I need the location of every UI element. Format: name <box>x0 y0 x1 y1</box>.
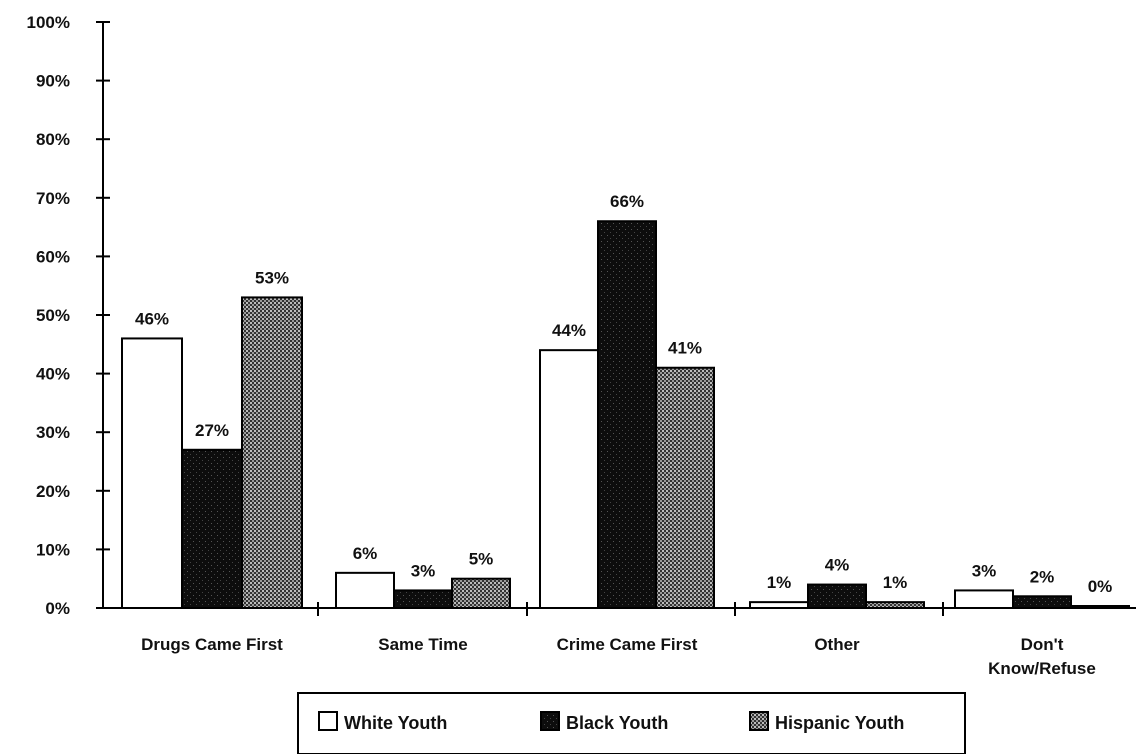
data-label: 2% <box>1030 567 1055 586</box>
y-tick-label: 60% <box>36 247 70 266</box>
bar-black-youth <box>1012 595 1072 610</box>
legend-label: Hispanic Youth <box>775 713 904 733</box>
data-label: 0% <box>1088 577 1113 596</box>
bar-black-youth <box>393 589 453 609</box>
data-label: 3% <box>972 561 997 580</box>
bar-white-youth <box>954 589 1014 609</box>
legend-label: White Youth <box>344 713 447 733</box>
data-label: 53% <box>255 268 289 287</box>
y-tick-label: 20% <box>36 482 70 501</box>
legend-box <box>297 692 966 754</box>
bar-white-youth <box>539 349 599 609</box>
bar-hispanic-youth <box>1070 605 1130 609</box>
data-label: 3% <box>411 561 436 580</box>
x-category-label: Other <box>814 635 860 654</box>
x-category-label: Crime Came First <box>557 635 698 654</box>
y-tick-label: 30% <box>36 423 70 442</box>
bar-white-youth <box>121 337 183 609</box>
legend-swatch <box>540 711 560 731</box>
y-tick-label: 80% <box>36 130 70 149</box>
x-category-label: Know/Refuse <box>988 659 1096 678</box>
data-label: 1% <box>767 573 792 592</box>
data-label: 44% <box>552 321 586 340</box>
legend-swatch <box>749 711 769 731</box>
bar-black-youth <box>807 583 867 609</box>
y-tick-label: 70% <box>36 189 70 208</box>
y-tick-label: 50% <box>36 306 70 325</box>
x-category-label: Same Time <box>378 635 467 654</box>
bar-white-youth <box>749 601 809 610</box>
data-label: 46% <box>135 309 169 328</box>
x-category-label: Don't <box>1021 635 1064 654</box>
data-label: 1% <box>883 573 908 592</box>
data-label: 27% <box>195 421 229 440</box>
x-category-label: Drugs Came First <box>141 635 283 654</box>
legend: White Youth Black Youth Hispanic Youth <box>297 692 966 754</box>
bar-black-youth <box>597 220 657 610</box>
y-tick-label: 100% <box>27 13 70 32</box>
bar-black-youth <box>181 448 243 609</box>
bar-hispanic-youth <box>451 577 511 610</box>
y-tick-label: 10% <box>36 540 70 559</box>
data-label: 41% <box>668 339 702 358</box>
y-tick-label: 40% <box>36 365 70 384</box>
bar-hispanic-youth <box>865 601 925 610</box>
data-label: 4% <box>825 556 850 575</box>
y-tick-label: 0% <box>45 599 70 618</box>
bar-hispanic-youth <box>241 296 303 609</box>
legend-label: Black Youth <box>566 713 668 733</box>
data-label: 5% <box>469 550 494 569</box>
data-label: 6% <box>353 544 378 563</box>
data-label: 66% <box>610 192 644 211</box>
y-tick-label: 90% <box>36 72 70 91</box>
legend-swatch <box>318 711 338 731</box>
bar-hispanic-youth <box>655 366 715 609</box>
bar-white-youth <box>335 571 395 610</box>
